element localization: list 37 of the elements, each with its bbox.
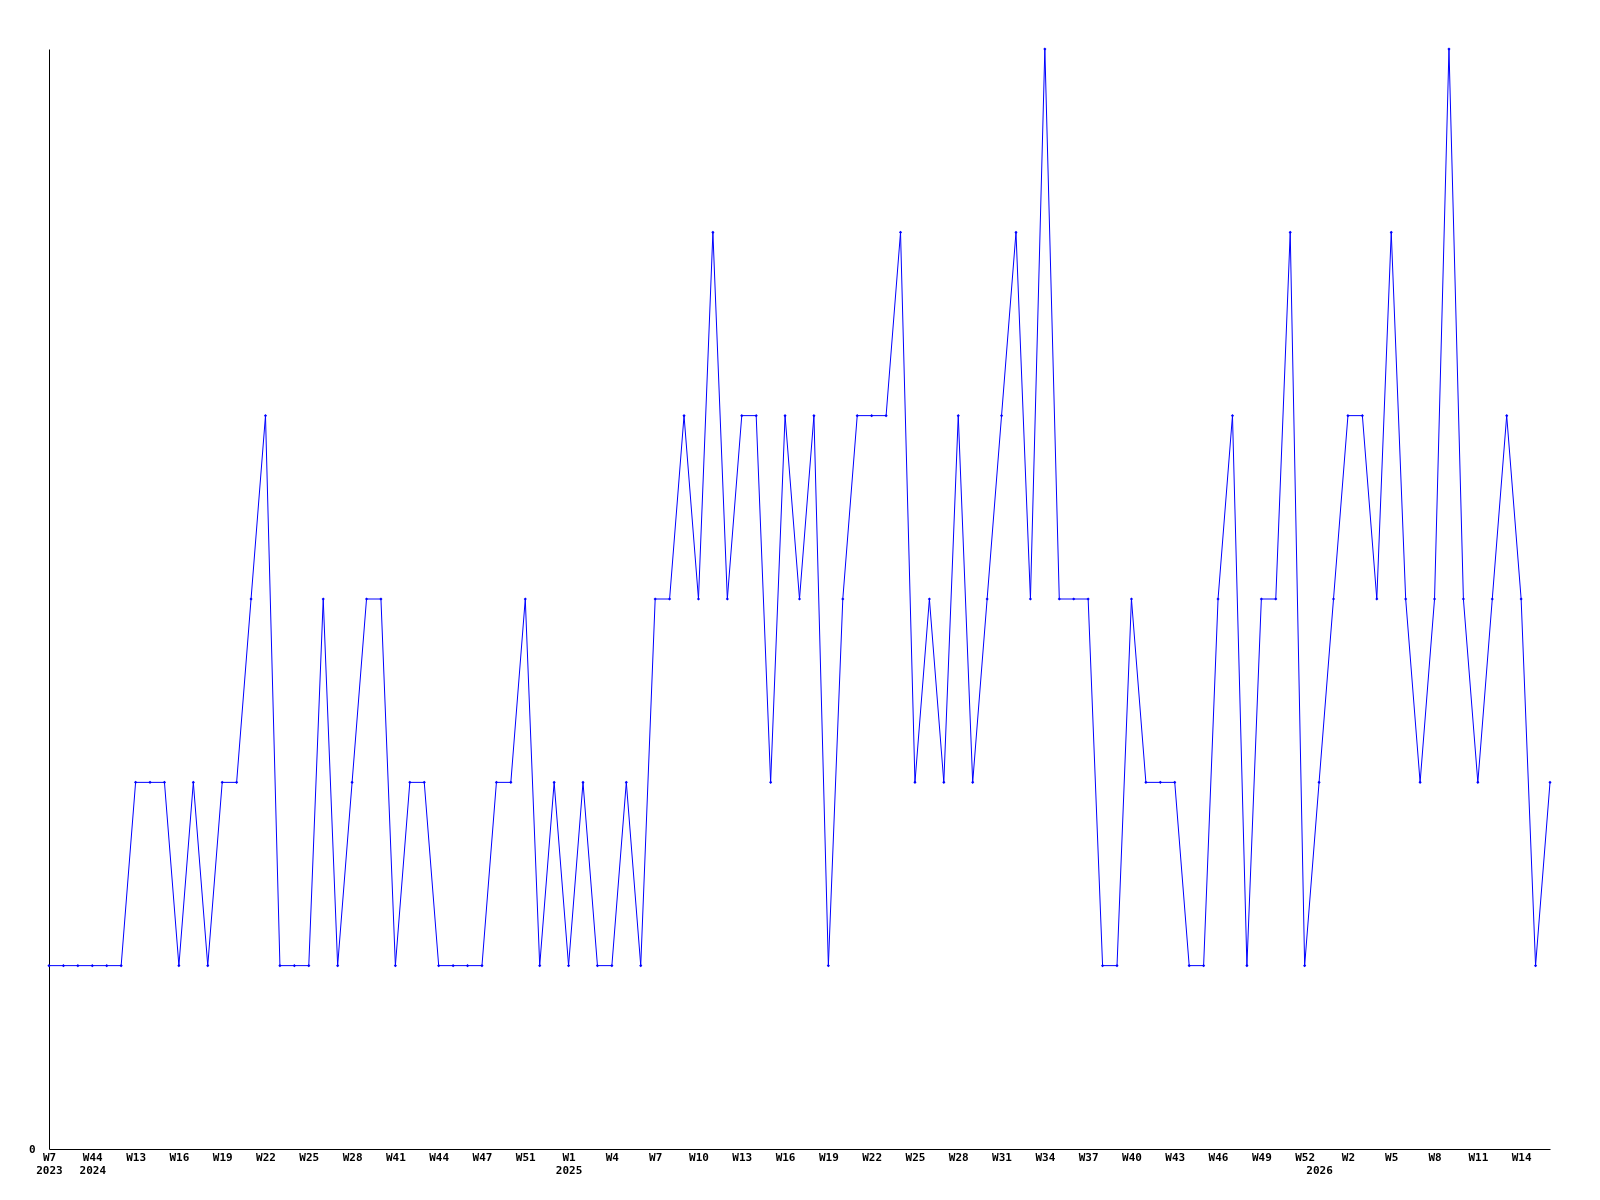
x-tick-label: W16 bbox=[775, 1150, 796, 1164]
x-tick-label: W47 bbox=[472, 1150, 493, 1164]
x-tick-label: W25 bbox=[905, 1150, 926, 1164]
x-tick-label: W1 2025 bbox=[555, 1150, 583, 1177]
x-tick-label: W11 bbox=[1468, 1150, 1489, 1164]
x-tick-label: W46 bbox=[1208, 1150, 1229, 1164]
x-tick-label: W43 bbox=[1165, 1150, 1186, 1164]
x-tick-label: W5 bbox=[1385, 1150, 1399, 1164]
x-tick-label: W49 bbox=[1251, 1150, 1272, 1164]
x-tick-label: W44 2024 bbox=[79, 1150, 107, 1177]
x-tick-label: W40 bbox=[1122, 1150, 1142, 1164]
x-tick-label: W8 bbox=[1428, 1150, 1442, 1164]
x-tick-label: 2026 bbox=[1306, 1163, 1334, 1177]
x-tick-label: W52 bbox=[1295, 1150, 1316, 1164]
x-tick-label: W7 bbox=[649, 1150, 663, 1164]
x-tick-label: W22 bbox=[862, 1150, 883, 1164]
x-tick-label: W16 bbox=[169, 1150, 190, 1164]
x-tick-label: W22 bbox=[256, 1150, 276, 1164]
x-tick-label: W28 bbox=[948, 1150, 969, 1164]
x-tick-label: W19 bbox=[212, 1150, 233, 1164]
x-tick-label: W13 bbox=[732, 1150, 753, 1164]
x-tick-label: W37 bbox=[1078, 1150, 1099, 1164]
x-tick-label: W44 bbox=[429, 1150, 450, 1164]
x-tick-label: W4 bbox=[605, 1150, 620, 1164]
x-tick-label: W7 2023 bbox=[36, 1150, 63, 1177]
x-tick-label: W51 bbox=[515, 1150, 537, 1164]
x-tick-label: W28 bbox=[342, 1150, 363, 1164]
x-tick-label: W13 bbox=[126, 1150, 147, 1164]
x-tick-label: W10 bbox=[689, 1150, 709, 1164]
x-tick-label: W41 bbox=[385, 1150, 407, 1164]
text: 0 bbox=[28, 1142, 36, 1156]
x-tick-label: W19 bbox=[818, 1150, 839, 1164]
x-tick-label: W14 bbox=[1511, 1150, 1532, 1164]
x-tick-label: W34 bbox=[1035, 1150, 1056, 1164]
x-tick-label: W31 bbox=[992, 1150, 1013, 1164]
x-tick-label: W2 bbox=[1341, 1150, 1356, 1164]
x-tick-label: W25 bbox=[299, 1150, 320, 1164]
